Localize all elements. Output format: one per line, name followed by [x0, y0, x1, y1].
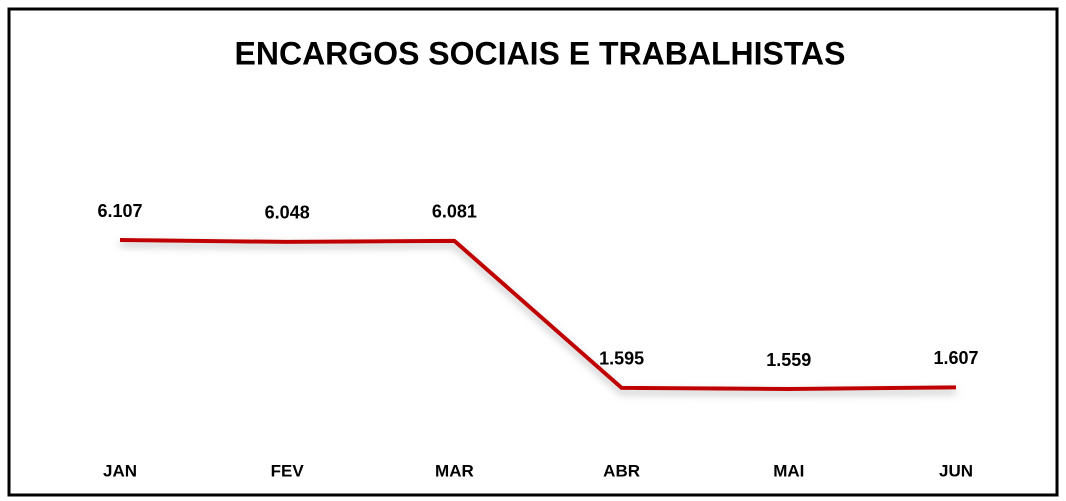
chart-frame [7, 7, 1059, 497]
chart-title: ENCARGOS SOCIAIS E TRABALHISTAS [235, 35, 846, 71]
x-tick-label: FEV [271, 461, 305, 480]
x-tick-label: ABR [603, 461, 640, 480]
x-tick-label: MAR [435, 461, 474, 480]
data-label: 1.595 [599, 349, 644, 369]
data-label: 1.559 [766, 350, 811, 370]
x-tick-label: JUN [939, 461, 973, 480]
data-label: 6.081 [432, 202, 477, 222]
data-label: 6.107 [97, 201, 142, 221]
x-tick-label: MAI [773, 461, 804, 480]
x-tick-label: JAN [103, 461, 137, 480]
data-label: 1.607 [933, 348, 978, 368]
data-label: 6.048 [265, 203, 310, 223]
line [119, 238, 957, 391]
